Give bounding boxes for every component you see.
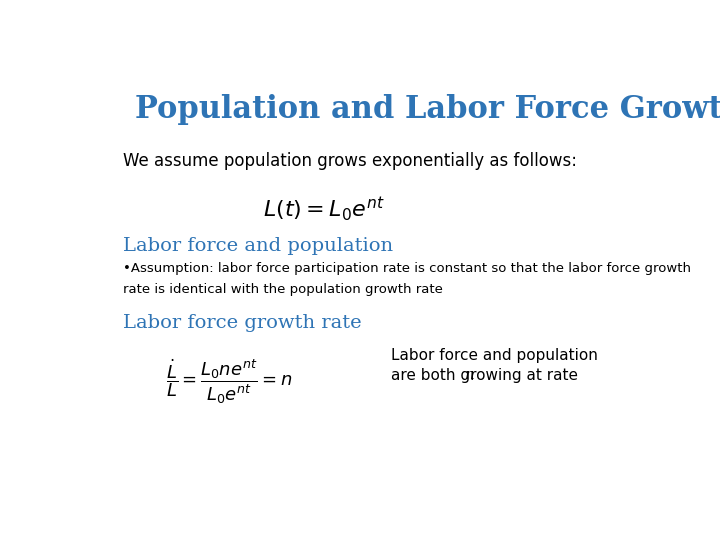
Text: We assume population grows exponentially as follows:: We assume population grows exponentially… <box>124 152 577 170</box>
Text: Labor force and population: Labor force and population <box>392 348 598 362</box>
Text: •Assumption: labor force participation rate is constant so that the labor force : •Assumption: labor force participation r… <box>124 262 691 275</box>
Text: rate is identical with the population growth rate: rate is identical with the population gr… <box>124 283 444 296</box>
Text: Population and Labor Force Growth: Population and Labor Force Growth <box>135 94 720 125</box>
Text: $L(t)= L_0e^{nt}$: $L(t)= L_0e^{nt}$ <box>264 196 385 224</box>
Text: Labor force and population: Labor force and population <box>124 238 394 255</box>
Text: $\dfrac{\dot{L}}{L} = \dfrac{L_0 n e^{nt}}{L_0 e^{nt}} = n$: $\dfrac{\dot{L}}{L} = \dfrac{L_0 n e^{nt… <box>166 358 292 406</box>
Text: n: n <box>465 368 475 382</box>
Text: Labor force growth rate: Labor force growth rate <box>124 314 362 332</box>
Text: are both growing at rate: are both growing at rate <box>392 368 583 383</box>
